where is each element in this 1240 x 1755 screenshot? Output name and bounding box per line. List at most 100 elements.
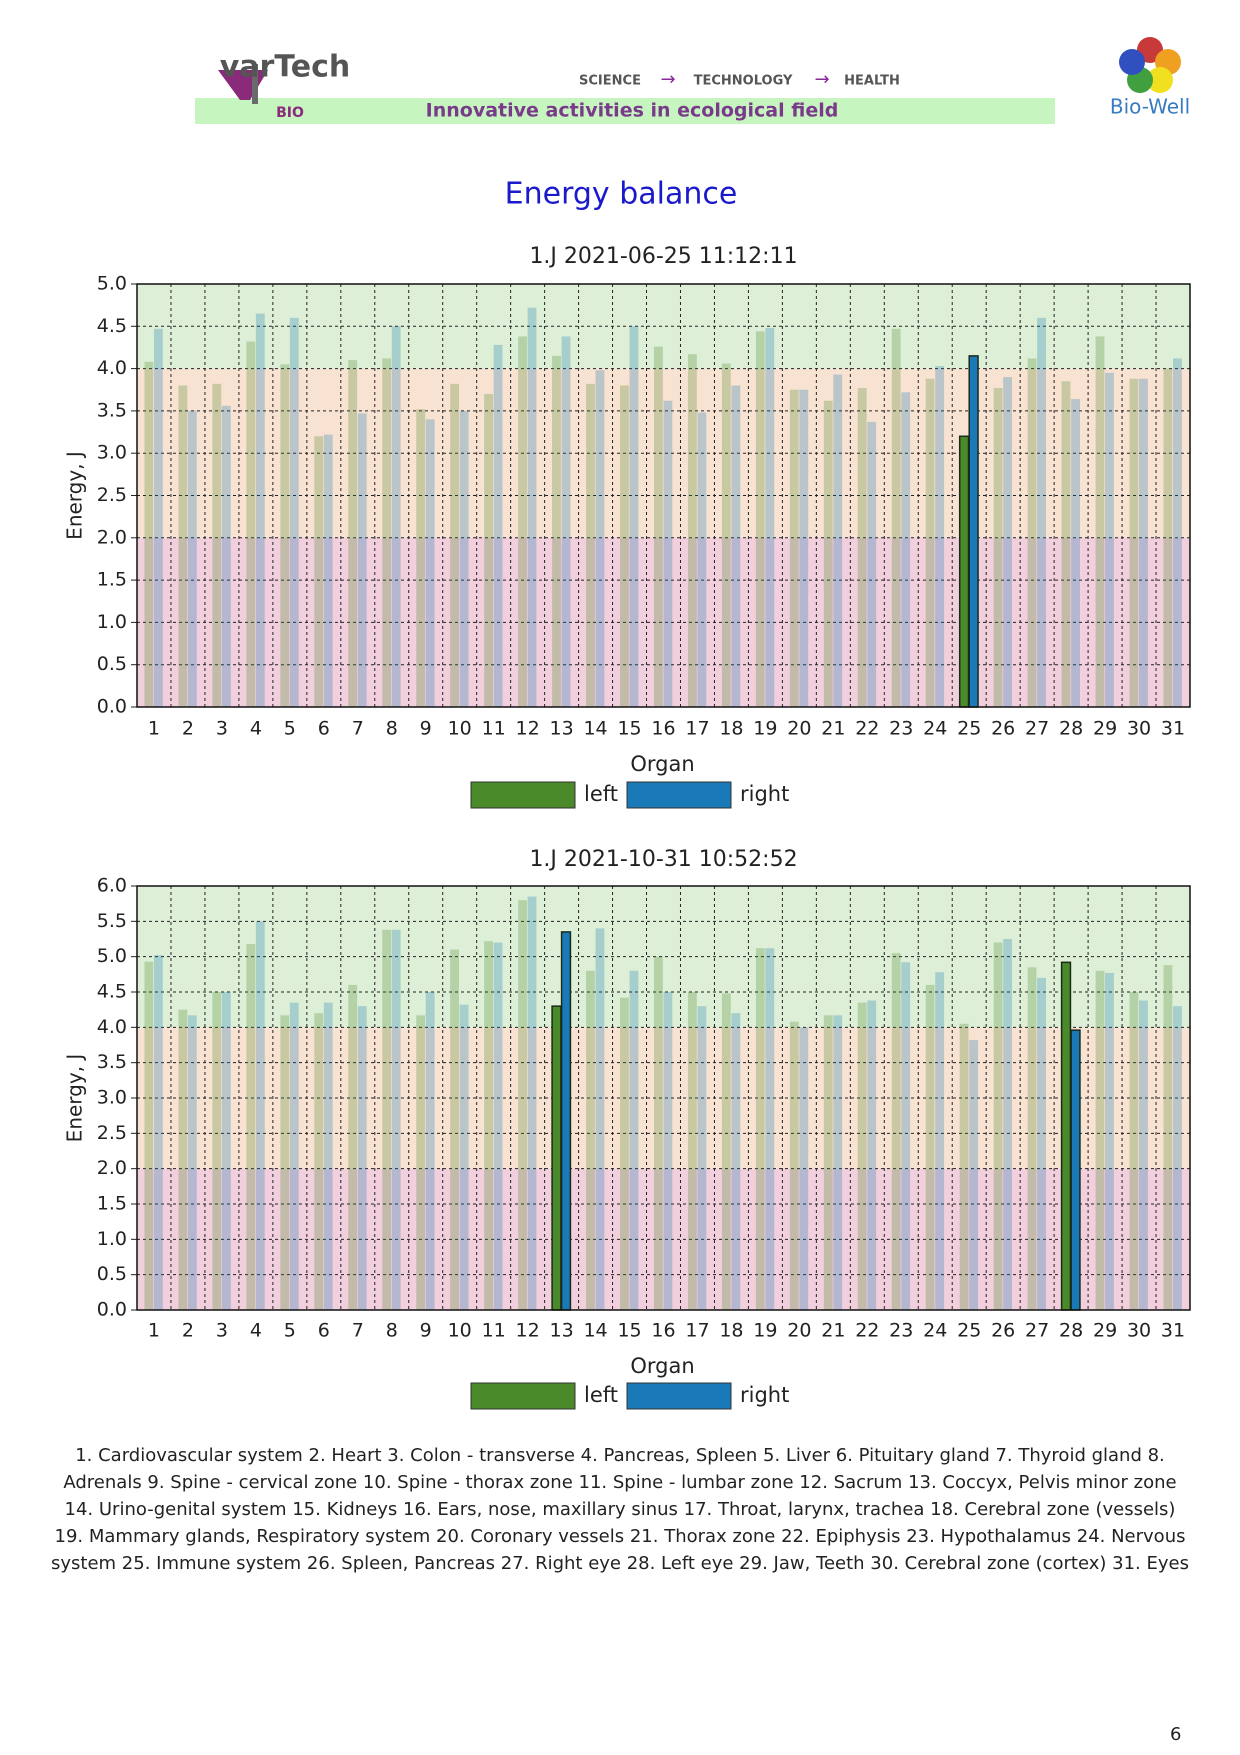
banner-band — [195, 98, 1055, 124]
x-tick-label: 19 — [753, 1320, 777, 1342]
bar — [629, 970, 639, 1310]
x-tick-label: 31 — [1161, 718, 1185, 740]
bar — [391, 326, 401, 707]
step: TECHNOLOGY — [694, 74, 793, 89]
bar — [551, 1005, 562, 1311]
y-tick-label: 2.0 — [97, 526, 127, 548]
x-tick-label: 6 — [318, 1320, 330, 1342]
y-tick-label: 0.0 — [97, 696, 127, 718]
bar — [935, 366, 945, 707]
bar — [484, 393, 493, 707]
x-tick-label: 16 — [651, 1320, 675, 1342]
bar — [653, 346, 663, 707]
bar — [187, 1015, 197, 1310]
bar — [867, 421, 877, 707]
y-axis-label: Energy, J — [63, 451, 87, 540]
x-tick-label: 26 — [991, 1320, 1015, 1342]
bar — [993, 942, 1003, 1310]
y-tick-label: 1.0 — [97, 611, 127, 633]
x-tick-label: 5 — [284, 1320, 296, 1342]
x-tick-label: 3 — [216, 1320, 228, 1342]
x-tick-label: 12 — [516, 718, 540, 740]
logo-left: varTech — [220, 50, 351, 85]
y-tick-label: 3.0 — [97, 1087, 127, 1109]
bar — [789, 389, 799, 707]
bar — [857, 1002, 867, 1310]
x-tick-label: 14 — [583, 718, 607, 740]
bar — [459, 1004, 469, 1310]
bar — [280, 1015, 290, 1310]
bar — [357, 413, 367, 707]
x-tick-label: 8 — [386, 718, 398, 740]
x-tick-label: 21 — [821, 1320, 845, 1342]
plot-frame — [136, 885, 1191, 1311]
bar — [1173, 358, 1182, 707]
bar — [416, 1015, 426, 1310]
bar — [867, 1000, 877, 1310]
bar — [144, 361, 154, 707]
bar — [586, 970, 595, 1310]
bar — [799, 1027, 809, 1310]
bar — [1163, 368, 1173, 707]
bar — [823, 1015, 833, 1310]
bar — [789, 1021, 799, 1310]
bar — [1037, 977, 1046, 1310]
bar — [382, 929, 392, 1310]
bar — [314, 1013, 324, 1310]
bar — [221, 405, 231, 707]
bar — [493, 942, 503, 1310]
x-tick-label: 20 — [787, 718, 811, 740]
bar — [1139, 378, 1148, 707]
bar — [721, 363, 731, 707]
bar — [518, 336, 527, 707]
y-tick-label: 3.0 — [97, 442, 127, 464]
chart-title: 1.J 2021-10-31 10:52:52 — [529, 847, 797, 872]
x-tick-label: 2 — [182, 718, 194, 740]
y-tick-label: 1.5 — [97, 1193, 127, 1215]
bar — [459, 410, 469, 707]
flower — [1119, 37, 1181, 93]
x-tick-label: 1 — [148, 1320, 160, 1342]
petal — [1119, 49, 1145, 75]
page-title: Energy balance — [505, 177, 738, 212]
x-tick-label: 28 — [1059, 1320, 1083, 1342]
y-tick-label: 0.0 — [97, 1299, 127, 1321]
bar — [755, 948, 765, 1310]
step: SCIENCE — [579, 74, 641, 89]
logo-left-sub: BIO — [276, 105, 304, 121]
legend-swatch — [626, 781, 732, 809]
x-tick-label: 9 — [420, 1320, 432, 1342]
bar — [620, 997, 629, 1310]
x-tick-label: 26 — [991, 718, 1015, 740]
logo-mark — [252, 64, 258, 104]
x-tick-label: 8 — [386, 1320, 398, 1342]
bar — [450, 383, 460, 707]
x-tick-label: 27 — [1025, 718, 1049, 740]
x-tick-label: 2 — [182, 1320, 194, 1342]
plot-frame — [136, 283, 1191, 708]
bar — [687, 992, 697, 1310]
bar — [620, 385, 629, 707]
bar — [833, 1015, 843, 1310]
bar — [1037, 317, 1046, 707]
bar — [391, 929, 401, 1310]
bar — [348, 360, 358, 707]
y-tick-label: 0.5 — [97, 1263, 127, 1285]
bar — [663, 992, 673, 1310]
chart-title: 1.J 2021-06-25 11:12:11 — [529, 244, 797, 269]
bar — [1129, 992, 1139, 1310]
bar — [1105, 972, 1114, 1310]
x-tick-label: 18 — [719, 1320, 743, 1342]
bar — [221, 992, 231, 1310]
bar — [1163, 965, 1173, 1310]
bar — [289, 317, 299, 707]
bar — [552, 355, 561, 707]
bar — [969, 1040, 979, 1310]
y-tick-label: 6.0 — [97, 875, 127, 897]
y-tick-label: 2.0 — [97, 1157, 127, 1179]
bar — [595, 370, 605, 707]
x-tick-label: 5 — [284, 718, 296, 740]
x-tick-label: 20 — [787, 1320, 811, 1342]
